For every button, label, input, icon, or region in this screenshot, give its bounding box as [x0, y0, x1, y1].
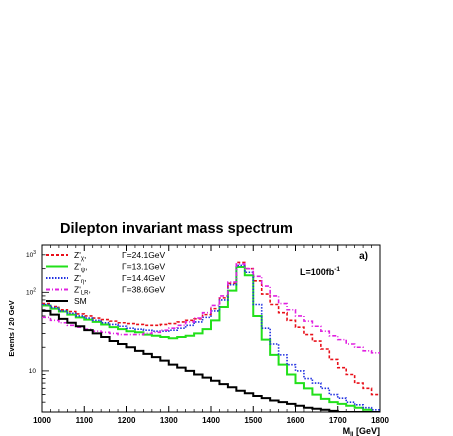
x-axis-title-sub: ll [350, 432, 354, 436]
panel-label: a) [359, 251, 368, 262]
y-tick-label-base: 10 [26, 252, 34, 259]
x-tick-label: 1200 [118, 416, 136, 425]
legend-entry: Z'η, Γ=14.4GeV [74, 273, 166, 285]
x-tick-label: 1700 [329, 416, 347, 425]
legend-entry-name: SM [74, 296, 87, 306]
y-tick-label-base: 10 [29, 368, 37, 375]
legend-entry: Z'LR, Γ=38.6GeV [74, 285, 166, 297]
legend-entry-sep: , [84, 250, 89, 260]
legend-entry-name: Z' [74, 273, 81, 283]
legend-entry: Z'χ, Γ=24.1GeV [74, 250, 166, 262]
y-tick-label-exponent: 2 [33, 287, 36, 293]
legend-entry-name: Z' [74, 250, 81, 260]
y-tick-label-exponent: 3 [33, 250, 36, 256]
y-tick-label-base: 10 [26, 289, 34, 296]
x-tick-label: 1400 [202, 416, 220, 425]
legend-entry-name: Z' [74, 262, 81, 272]
legend-entry-subscript: LR [81, 291, 89, 297]
legend-entry-name: Z' [74, 285, 81, 295]
x-axis-title: Mll [GeV] [343, 426, 380, 436]
series-line-LR [42, 263, 380, 354]
chart-title: Dilepton invariant mass spectrum [60, 221, 293, 237]
x-tick-label: 1300 [160, 416, 178, 425]
legend-entry-sep: , [85, 262, 90, 272]
luminosity-base: L=100fb [300, 267, 335, 277]
series-line-χ [42, 261, 380, 396]
x-tick-label: 1800 [371, 416, 389, 425]
legend-entry-width: Γ=24.1GeV [122, 250, 166, 260]
x-axis-title-base: M [343, 426, 351, 436]
legend-entry: SM [74, 296, 87, 306]
luminosity-label: L=100fb-1 [300, 266, 340, 277]
legend-entry: Z'ψ, Γ=13.1GeV [74, 262, 166, 274]
y-tick-label: 10 [29, 368, 37, 375]
y-tick-label: 103 [26, 250, 36, 259]
legend-entry-sep: , [84, 273, 89, 283]
x-tick-label: 1100 [76, 416, 94, 425]
luminosity-exponent: -1 [334, 266, 340, 273]
legend-entry-sep: , [89, 285, 94, 295]
legend-entry-width: Γ=13.1GeV [122, 262, 166, 272]
x-axis-title-unit: [GeV] [353, 426, 380, 436]
x-tick-label: 1500 [244, 416, 262, 425]
series-line-SM [42, 309, 380, 412]
legend-entry-subscript: η [81, 279, 84, 285]
x-tick-label: 1600 [287, 416, 305, 425]
x-tick-label: 1000 [33, 416, 51, 425]
y-tick-label: 102 [26, 287, 36, 296]
legend-entry-width: Γ=38.6GeV [122, 285, 166, 295]
legend-entry-subscript: ψ [81, 268, 85, 274]
series-line-ψ [42, 265, 380, 412]
y-axis-title: Events / 20 GeV [7, 300, 16, 356]
legend-entry-subscript: χ [81, 256, 85, 262]
legend-entry-width: Γ=14.4GeV [122, 273, 166, 283]
